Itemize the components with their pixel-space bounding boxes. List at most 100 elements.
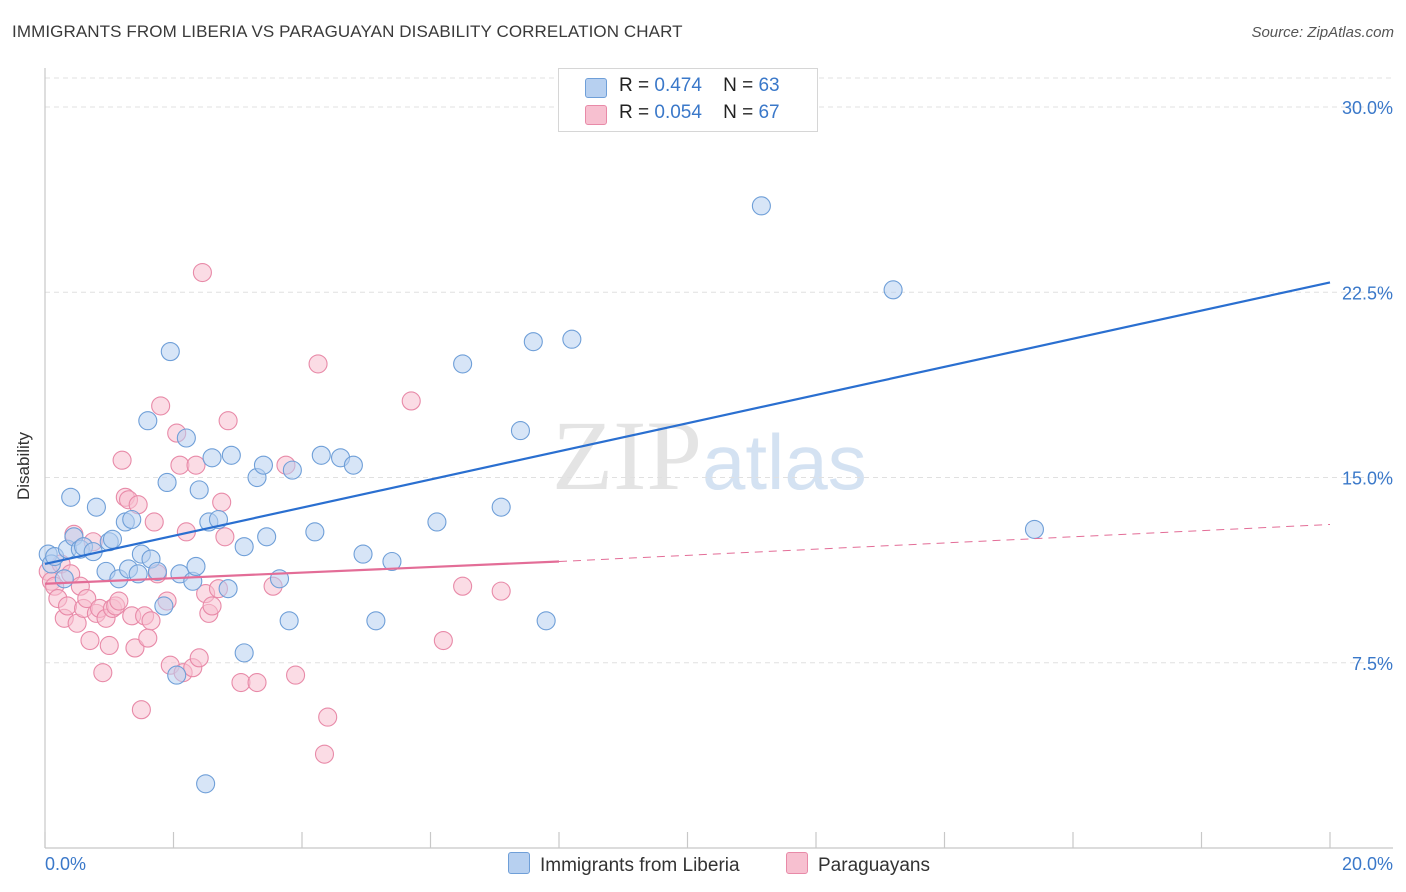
legend-r-label: R = — [619, 75, 650, 96]
liberia-point — [61, 487, 81, 507]
y-tick-label: 7.5% — [1352, 654, 1393, 674]
legend-r-value: 0.474 — [654, 75, 702, 96]
paraguayan-trend-extension — [558, 523, 1331, 562]
liberia-point — [510, 421, 531, 441]
paraguayan-point — [131, 700, 151, 720]
liberia-point — [196, 774, 216, 794]
chart-title: IMMIGRANTS FROM LIBERIA VS PARAGUAYAN DI… — [12, 22, 683, 41]
paraguayan-point — [93, 663, 113, 683]
liberia-point — [751, 196, 771, 216]
paraguayan-point — [433, 630, 453, 651]
liberia-point — [122, 509, 142, 530]
liberia-point — [382, 551, 402, 572]
watermark: ZIPatlas — [552, 398, 867, 513]
liberia-point — [147, 561, 167, 581]
paraguayan-point — [109, 591, 129, 611]
paraguayan-point — [231, 672, 251, 693]
liberia-point — [305, 522, 325, 542]
source-credit: Source: ZipAtlas.com — [1251, 24, 1394, 41]
liberia-point — [186, 556, 206, 576]
paraguayan-point — [247, 672, 267, 693]
paraguayan-point — [141, 611, 161, 631]
liberia-point — [54, 569, 74, 589]
liberia-point — [154, 596, 174, 616]
liberia-point — [102, 529, 123, 549]
y-axis-title: Disability — [14, 431, 33, 500]
liberia-point — [257, 527, 277, 547]
paraguayan-point — [453, 576, 473, 596]
paraguayan-point — [125, 638, 145, 658]
liberia-trend-line — [44, 281, 1331, 566]
x-tick-label: 20.0% — [1342, 854, 1393, 874]
liberia-point — [202, 448, 222, 468]
liberia-point — [218, 579, 238, 599]
legend-n-value: 63 — [758, 75, 780, 96]
liberia-point — [353, 544, 373, 564]
liberia-point — [176, 428, 196, 448]
paraguayan-point — [314, 744, 335, 764]
liberia-point — [523, 332, 543, 352]
x-tick-label: 0.0% — [45, 854, 86, 874]
legend-r-label: R = — [619, 102, 650, 123]
paraguayan-point — [202, 596, 222, 616]
liberia-point — [883, 280, 903, 300]
liberia-point — [562, 329, 582, 349]
liberia-point — [128, 564, 148, 584]
liberia-point — [160, 342, 180, 362]
liberia-point — [86, 497, 106, 517]
legend-swatch-blue — [585, 78, 607, 98]
paraguayan-point — [151, 396, 171, 416]
bottom-legend-liberia: Immigrants from Liberia — [508, 852, 740, 877]
liberia-point — [311, 445, 331, 465]
paraguayan-point — [308, 354, 328, 374]
liberia-point — [366, 611, 386, 631]
legend-n-value: 67 — [758, 102, 780, 123]
paraguayan-point — [144, 512, 164, 532]
paraguayan-point — [318, 707, 338, 727]
paraguayan-point — [138, 628, 158, 648]
liberia-point — [491, 497, 511, 517]
bottom-legend-label: Immigrants from Liberia — [540, 855, 740, 876]
liberia-point — [1024, 519, 1044, 539]
paraguayan-point — [112, 450, 132, 470]
bottom-legend-swatch-blue — [508, 852, 530, 874]
paraguayan-point — [186, 455, 206, 475]
paraguayan-point — [189, 648, 209, 668]
paraguayan-point — [99, 635, 119, 656]
paraguayan-point — [212, 492, 232, 512]
liberia-point — [234, 537, 254, 557]
legend-n-label: N = — [723, 75, 754, 96]
liberia-point — [453, 354, 473, 374]
paraguayan-point — [286, 665, 306, 685]
bottom-legend-swatch-pink — [786, 852, 808, 874]
liberia-point — [167, 665, 187, 685]
legend-swatch-pink — [585, 105, 607, 125]
y-tick-label: 22.5% — [1342, 283, 1393, 303]
paraguayan-trend-line — [44, 560, 560, 585]
y-tick-label: 15.0% — [1342, 469, 1393, 489]
liberia-point — [536, 611, 556, 631]
legend-n-label: N = — [723, 102, 754, 123]
bottom-legend-paraguayans: Paraguayans — [786, 852, 930, 877]
liberia-point — [221, 445, 241, 465]
paraguayan-point — [170, 455, 190, 475]
liberia-point — [343, 455, 363, 475]
liberia-point — [282, 460, 302, 480]
liberia-point — [157, 472, 177, 493]
watermark-zip: ZIP — [552, 400, 702, 511]
liberia-point — [138, 411, 158, 431]
liberia-point — [234, 643, 254, 663]
paraguayan-point — [57, 596, 78, 616]
paraguayan-point — [491, 581, 511, 601]
y-tick-label: 30.0% — [1342, 98, 1393, 118]
liberia-point — [253, 455, 274, 475]
legend-r-value: 0.054 — [654, 102, 702, 123]
liberia-point — [427, 512, 447, 532]
paraguayan-point — [77, 588, 97, 609]
liberia-point — [189, 480, 209, 500]
watermark-atlas: atlas — [702, 418, 867, 506]
liberia-point — [279, 611, 299, 631]
paraguayan-point — [401, 391, 421, 411]
paraguayan-point — [218, 411, 238, 431]
